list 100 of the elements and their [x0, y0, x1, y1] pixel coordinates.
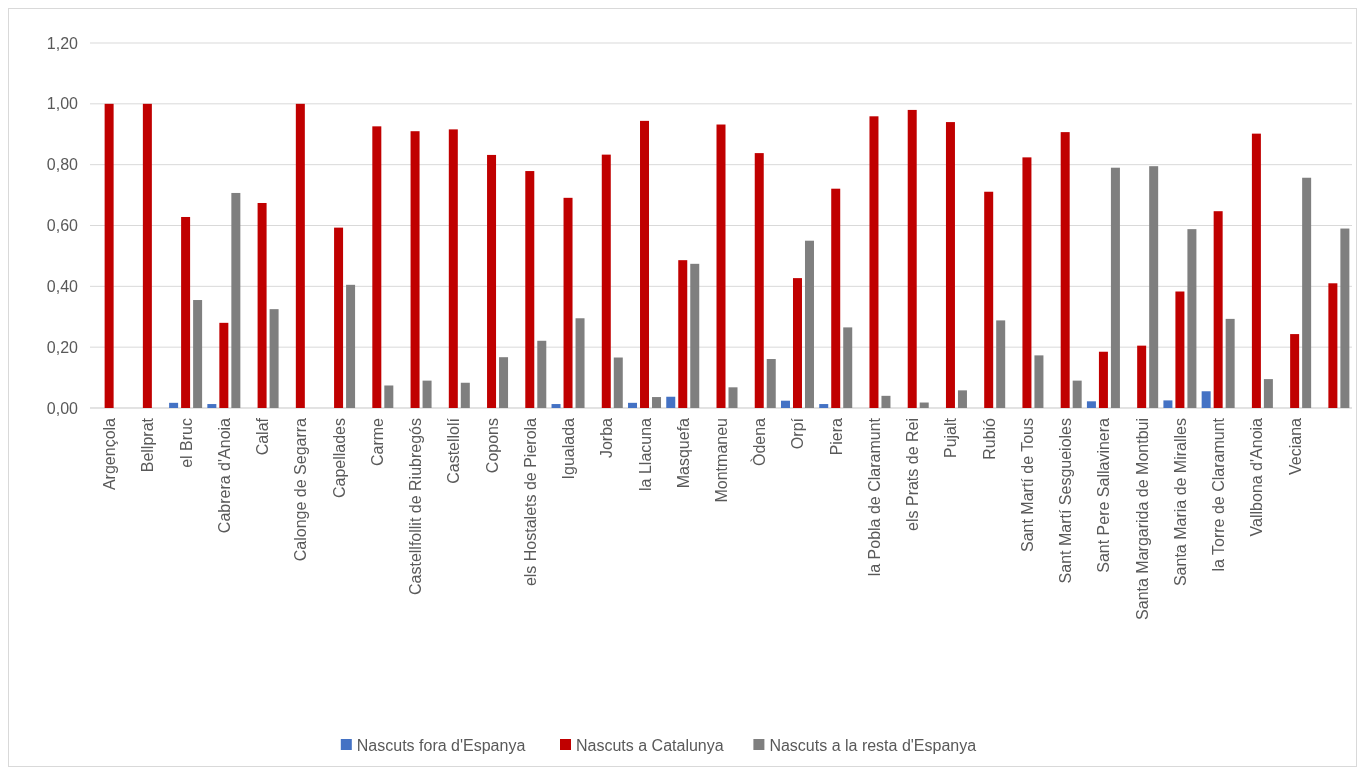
bar: [499, 357, 509, 408]
legend-label: Nascuts fora d'Espanya: [356, 736, 526, 754]
bar: [1290, 334, 1300, 408]
bar: [1187, 229, 1197, 408]
x-tick-label: Pujalt: [942, 417, 960, 459]
x-tick-label: Capellades: [330, 418, 348, 499]
x-tick-label: els Hostalets de Pierola: [521, 417, 539, 587]
bar: [881, 395, 891, 408]
x-tick-label: la Pobla de Claramunt: [865, 417, 883, 577]
bar: [231, 192, 241, 408]
x-tick-label: la Torre de Claramunt: [1210, 417, 1228, 572]
bar: [613, 357, 623, 408]
bar: [1110, 167, 1120, 408]
x-tick-label: Montmaneu: [713, 418, 730, 503]
bar: [831, 188, 841, 408]
y-tick-label: 0,60: [46, 217, 79, 235]
bar: [1163, 400, 1173, 408]
bar: [869, 116, 879, 408]
bar: [601, 154, 611, 408]
bar: [169, 402, 179, 408]
x-tick-label: Sant Martí de Tous: [1018, 418, 1036, 552]
bar: [1149, 166, 1159, 408]
bar: [690, 263, 700, 408]
x-tick-label: Bellprat: [139, 417, 157, 473]
bar: [780, 400, 790, 408]
bar: [640, 120, 650, 408]
bar: [551, 404, 561, 408]
bar: [1213, 211, 1223, 408]
bar: [1340, 228, 1350, 408]
bar: [219, 322, 229, 408]
bar: [792, 278, 802, 408]
bar: [1022, 157, 1032, 408]
x-tick-label: Vallbona d'Anoia: [1248, 417, 1266, 537]
x-tick-label: Òdena: [750, 417, 769, 467]
legend-label: Nascuts a la resta d'Espanya: [769, 736, 977, 754]
y-tick-label: 0,20: [46, 338, 79, 356]
bar: [1098, 351, 1108, 408]
y-tick-label: 1,00: [46, 95, 79, 113]
x-tick-label: el Bruc: [177, 418, 195, 468]
bar: [257, 202, 267, 408]
x-tick-label: Igualada: [560, 417, 578, 480]
bar: [537, 340, 547, 408]
bar: [448, 129, 458, 408]
y-tick-label: 0,80: [46, 156, 79, 174]
x-tick-label: Veciana: [1286, 417, 1304, 475]
bar: [422, 380, 432, 408]
bar: [1251, 133, 1261, 408]
x-tick-label: Santa Maria de Miralles: [1171, 418, 1189, 587]
bar: [1137, 345, 1147, 408]
x-tick-label: Santa Margarida de Montbui: [1133, 418, 1151, 620]
bar: [1086, 401, 1096, 408]
bar: [957, 390, 967, 408]
y-tick-label: 0,00: [46, 399, 79, 417]
bar: [346, 284, 356, 408]
bar: [269, 309, 279, 408]
x-tick-label: Rubió: [980, 417, 998, 460]
bar: [628, 402, 638, 408]
bar: [652, 397, 662, 408]
x-tick-label: Calaf: [254, 417, 272, 456]
bar: [666, 396, 676, 408]
x-tick-label: Copons: [483, 418, 501, 474]
bar: [1328, 283, 1338, 408]
y-tick-label: 1,20: [46, 34, 79, 52]
bar: [384, 385, 394, 408]
bar: [1034, 355, 1044, 408]
x-tick-label: Cabrera d'Anoia: [215, 417, 233, 534]
bar: [804, 240, 814, 408]
bar: [193, 300, 203, 408]
x-tick-label: Sant Pere Sallavinera: [1095, 417, 1113, 573]
bar: [728, 387, 738, 408]
x-tick-label: Calonge de Segarra: [292, 417, 310, 562]
x-tick-label: Carme: [368, 417, 386, 467]
x-tick-label: els Prats de Rei: [904, 418, 922, 531]
bar: [487, 154, 497, 408]
bar: [843, 327, 853, 408]
bar: [410, 131, 420, 408]
bar: [575, 318, 585, 408]
bar: [919, 402, 929, 408]
bar: [716, 124, 726, 408]
bar: [334, 227, 344, 408]
bar: [996, 320, 1006, 408]
bar: [1072, 380, 1082, 408]
bar: [819, 404, 829, 408]
bar: [766, 359, 776, 408]
bar: [1225, 318, 1235, 408]
bar: [678, 260, 688, 408]
bar: [1263, 379, 1273, 408]
bar: [563, 197, 573, 408]
bar: [1060, 132, 1070, 408]
x-tick-label: Piera: [827, 417, 845, 456]
y-tick-label: 0,40: [46, 277, 79, 295]
bar: [945, 122, 955, 408]
bar: [1302, 177, 1312, 408]
bar: [1175, 291, 1185, 408]
bar: [907, 109, 917, 408]
bar: [207, 404, 217, 408]
x-tick-label: Jorba: [598, 417, 616, 459]
bar: [525, 171, 535, 408]
bar: [372, 126, 382, 408]
x-tick-label: Argençola: [101, 417, 119, 491]
